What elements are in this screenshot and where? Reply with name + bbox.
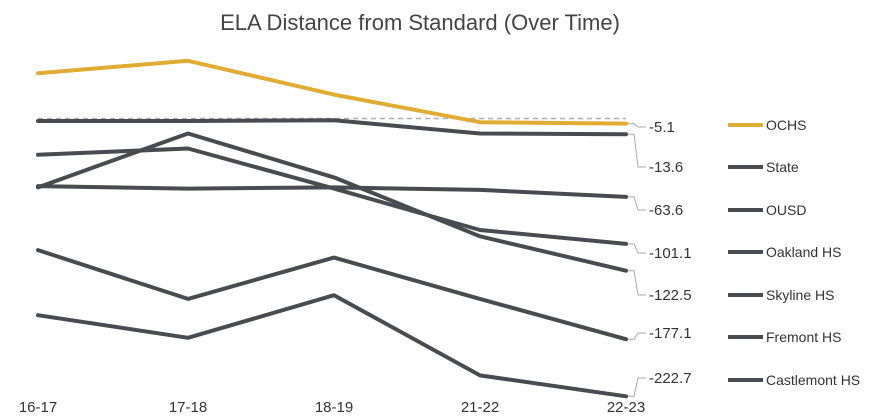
series-line-ochs	[36, 58, 628, 126]
x-tick-label: 17-18	[169, 399, 207, 416]
legend-label-castlemont-hs: Castlemont HS	[766, 372, 860, 388]
end-label-leader-state	[628, 133, 646, 168]
end-label-ousd: -63.6	[649, 202, 683, 219]
series-layer	[36, 58, 628, 399]
end-label-oakland-hs: -101.1	[649, 245, 692, 262]
end-label-leader-castlemont-hs	[628, 377, 646, 397]
legend-label-fremont-hs: Fremont HS	[766, 329, 841, 345]
x-tick-label: 18-19	[315, 399, 353, 416]
end-label-state: -13.6	[649, 159, 683, 176]
x-axis: 16-17 17-18 18-19 21-22 22-23	[19, 399, 645, 416]
x-tick-label: 16-17	[19, 399, 57, 416]
legend-label-oakland-hs: Oakland HS	[766, 244, 841, 260]
end-label-leader-fremont-hs	[628, 332, 646, 340]
legend-label-ousd: OUSD	[766, 202, 806, 218]
end-label-skyline-hs: -122.5	[649, 287, 692, 304]
chart-title: ELA Distance from Standard (Over Time)	[220, 10, 620, 35]
end-label-layer: -5.1 -13.6 -63.6 -101.1 -122.5 -177.1 -222.7	[628, 119, 692, 397]
end-label-leader-skyline-hs	[628, 270, 646, 296]
legend-label-ochs: OCHS	[766, 117, 806, 133]
legend-label-state: State	[766, 159, 799, 175]
end-label-castlemont-hs: -222.7	[649, 370, 692, 387]
x-tick-label: 22-23	[607, 399, 645, 416]
series-line-skyline-hs	[36, 131, 628, 273]
end-label-leader-ousd	[628, 196, 646, 211]
x-tick-label: 21-22	[461, 399, 499, 416]
series-line-state	[36, 118, 628, 137]
legend-label-skyline-hs: Skyline HS	[766, 287, 834, 303]
end-label-fremont-hs: -177.1	[649, 325, 692, 342]
end-label-leader-oakland-hs	[628, 243, 646, 254]
end-label-ochs: -5.1	[649, 119, 675, 136]
series-line-fremont-hs	[36, 248, 628, 342]
legend: OCHS State OUSD Oakland HS Skyline HS Fremont…	[728, 117, 860, 388]
end-label-leader-ochs	[628, 123, 646, 128]
series-line-oakland-hs	[36, 146, 628, 246]
series-line-castlemont-hs	[36, 293, 628, 399]
